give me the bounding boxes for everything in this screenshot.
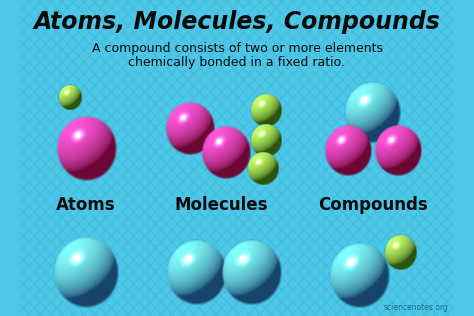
Text: sciencenotes.org: sciencenotes.org [384, 303, 449, 312]
Text: Atoms: Atoms [56, 196, 116, 214]
Text: Atoms, Molecules, Compounds: Atoms, Molecules, Compounds [34, 10, 440, 34]
Text: chemically bonded in a fixed ratio.: chemically bonded in a fixed ratio. [128, 56, 346, 69]
Text: Compounds: Compounds [318, 196, 428, 214]
Text: A compound consists of two or more elements: A compound consists of two or more eleme… [91, 42, 383, 55]
Text: Molecules: Molecules [174, 196, 268, 214]
